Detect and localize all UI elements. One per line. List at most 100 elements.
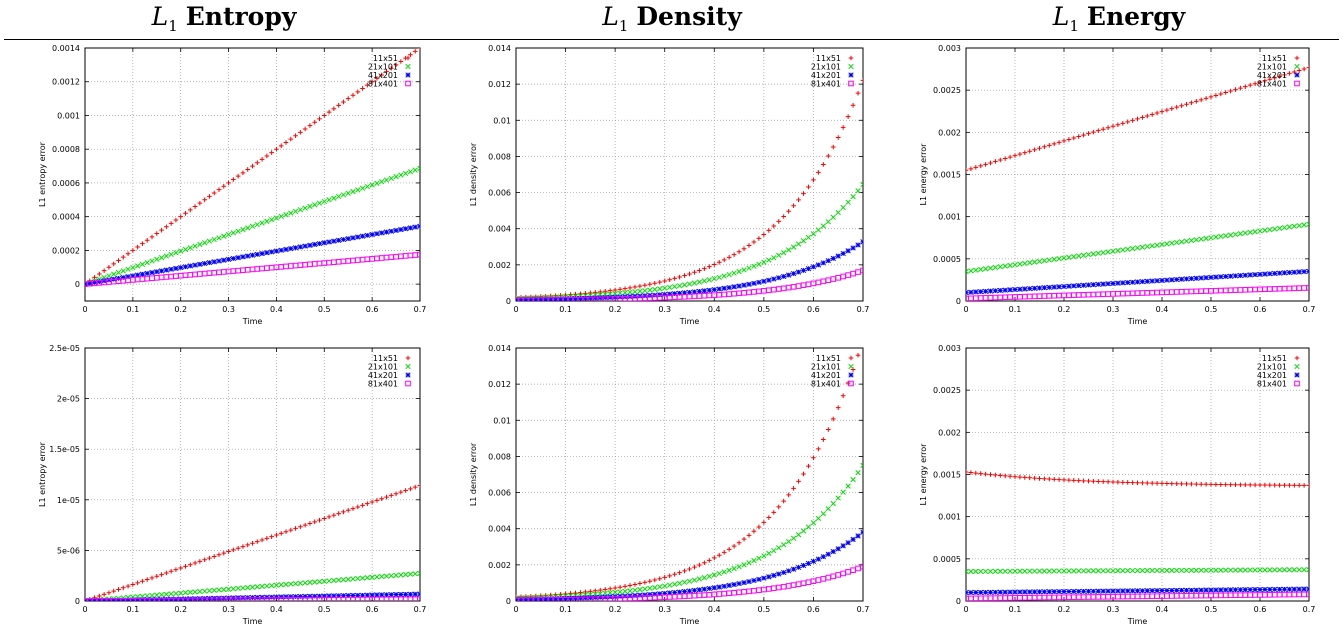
- series-81x401: [516, 267, 863, 301]
- data-point: [751, 557, 757, 564]
- data-point: [987, 589, 994, 595]
- data-point: [992, 294, 999, 301]
- data-point: [1257, 79, 1263, 85]
- data-point: [1242, 587, 1248, 593]
- data-point: [140, 241, 145, 246]
- data-point: [321, 516, 327, 521]
- data-point: [746, 289, 752, 296]
- data-point: [1129, 593, 1136, 600]
- data-point: [182, 272, 189, 279]
- data-point: [627, 285, 633, 291]
- data-point: [1090, 291, 1097, 298]
- y-tick-label: 0.0015: [933, 171, 961, 180]
- x-tick-label: 0.1: [559, 605, 572, 614]
- data-point: [245, 225, 251, 231]
- series-41x201: [966, 586, 1309, 596]
- x-tick-label: 0.6: [1254, 605, 1267, 614]
- data-point: [1262, 592, 1268, 598]
- data-point: [1095, 594, 1102, 600]
- series-21x101: [85, 165, 420, 287]
- data-point: [216, 235, 222, 241]
- data-point: [1267, 227, 1273, 233]
- data-point: [245, 542, 251, 548]
- data-point: [726, 547, 732, 552]
- data-point: [201, 260, 208, 267]
- data-point: [269, 534, 274, 539]
- data-point: [197, 200, 203, 206]
- y-tick-label: 0.0004: [52, 213, 80, 222]
- data-point: [1237, 587, 1244, 593]
- data-point: [766, 277, 772, 283]
- data-point: [292, 208, 299, 215]
- plot-frame: [515, 47, 864, 302]
- data-point: [225, 256, 232, 262]
- data-point: [211, 190, 217, 196]
- data-point: [1292, 69, 1297, 75]
- data-point: [736, 268, 742, 275]
- data-point: [711, 275, 717, 282]
- data-point: [1237, 272, 1244, 279]
- data-point: [393, 572, 399, 578]
- data-point: [840, 250, 846, 257]
- data-point: [997, 568, 1003, 574]
- data-point: [1247, 286, 1254, 293]
- data-point: [1066, 137, 1072, 142]
- data-point: [1071, 594, 1077, 600]
- data-point: [1213, 234, 1219, 240]
- data-point: [264, 265, 270, 271]
- data-point: [1071, 588, 1077, 595]
- data-point: [1237, 592, 1244, 598]
- x-tick-label: 0: [963, 605, 968, 614]
- data-point: [1071, 253, 1077, 260]
- column-title-density: L1 Density: [452, 2, 892, 38]
- data-point: [775, 286, 782, 292]
- data-point: [1291, 269, 1297, 275]
- data-point: [1262, 567, 1268, 573]
- data-point: [1027, 568, 1033, 574]
- data-point: [1208, 274, 1214, 281]
- y-tick-label: 1.5e-05: [49, 445, 80, 454]
- data-point: [691, 293, 698, 300]
- data-point: [178, 590, 184, 596]
- data-point: [1233, 87, 1238, 92]
- data-point: [711, 292, 718, 298]
- data-point: [562, 296, 569, 301]
- data-point: [667, 277, 672, 283]
- data-point: [707, 264, 712, 269]
- data-point: [1027, 589, 1033, 595]
- data-point: [1281, 270, 1288, 276]
- data-point: [240, 267, 246, 274]
- legend-label: 41x201: [811, 371, 841, 380]
- x-tick-label: 0.3: [222, 305, 235, 314]
- title-subscript: 1: [618, 17, 629, 35]
- data-point: [120, 254, 126, 260]
- data-point: [1291, 223, 1297, 229]
- data-point: [622, 584, 628, 589]
- data-point: [1154, 278, 1160, 284]
- data-point: [582, 295, 589, 301]
- data-point: [721, 550, 727, 555]
- legend-marker: [405, 380, 411, 387]
- data-point: [1291, 285, 1298, 292]
- data-point: [711, 572, 717, 578]
- data-point: [144, 577, 150, 582]
- data-point: [1140, 115, 1145, 120]
- data-point: [657, 286, 663, 292]
- data-point: [721, 291, 728, 298]
- data-point: [417, 596, 420, 601]
- data-point: [1066, 477, 1072, 483]
- data-point: [340, 592, 347, 599]
- data-point: [201, 270, 208, 277]
- data-point: [1193, 592, 1200, 599]
- data-point: [1080, 594, 1087, 600]
- data-point: [202, 197, 207, 203]
- data-point: [1159, 241, 1165, 248]
- data-point: [1144, 588, 1150, 594]
- data-point: [815, 227, 822, 233]
- data-point: [192, 204, 198, 209]
- data-point: [1282, 482, 1287, 488]
- data-point: [383, 177, 390, 183]
- data-point: [766, 586, 772, 592]
- data-point: [676, 593, 683, 600]
- data-point: [206, 238, 213, 244]
